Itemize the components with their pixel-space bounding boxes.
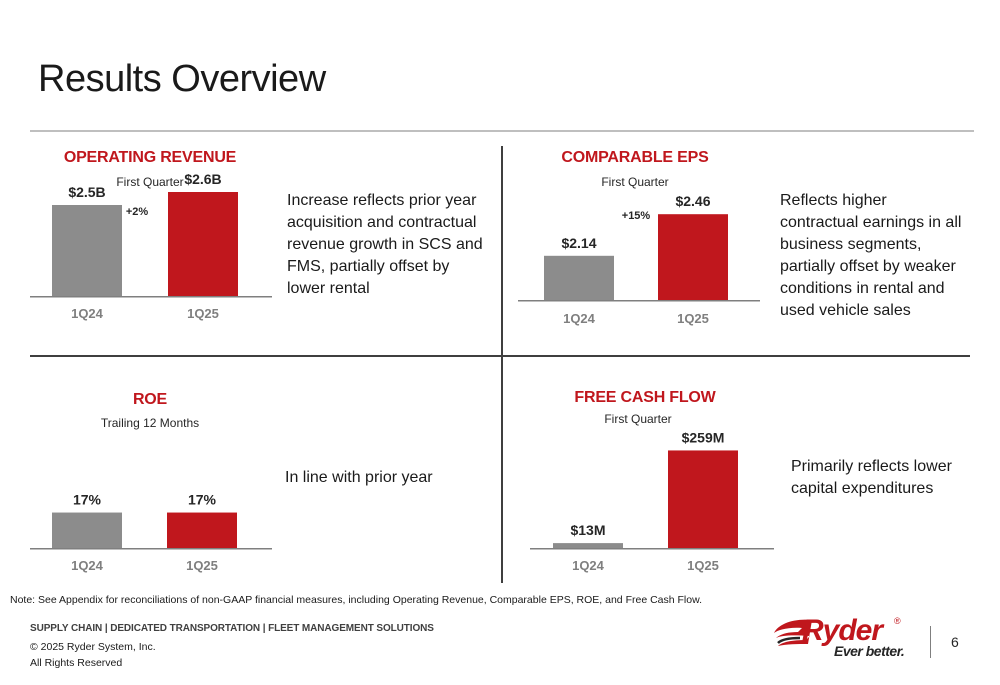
ryder-logo: Ryder ® Ever better.	[772, 614, 917, 662]
roe-value-label: 17%	[188, 492, 217, 508]
page-number: 6	[951, 634, 959, 650]
revenue-category-label: 1Q24	[71, 306, 104, 321]
revenue-category-label: 1Q25	[187, 306, 219, 321]
logo-divider	[930, 626, 931, 658]
eps-bar-1q25	[658, 214, 728, 300]
revenue-bar-1q25	[168, 192, 238, 296]
fcf-bar-1q25	[668, 450, 738, 548]
rights-reserved: All Rights Reserved	[30, 657, 123, 669]
page-title: Results Overview	[38, 58, 326, 100]
fcf-baseline	[530, 548, 774, 550]
fcf-category-label: 1Q25	[687, 558, 719, 573]
eps-baseline	[518, 300, 760, 302]
fcf-category-label: 1Q24	[572, 558, 605, 573]
fcf-value-label: $259M	[682, 429, 725, 445]
eps-change-label: +15%	[622, 210, 651, 222]
roe-description: In line with prior year	[285, 469, 433, 486]
roe-category-label: 1Q24	[71, 558, 104, 573]
revenue-baseline	[30, 296, 272, 298]
vertical-divider	[501, 146, 503, 583]
fcf-value-label: $13M	[570, 522, 605, 538]
eps-bar-1q24	[544, 255, 614, 300]
eps-value-label: $2.14	[561, 235, 596, 251]
copyright: © 2025 Ryder System, Inc.	[30, 641, 156, 653]
eps-panel-subtitle: First Quarter	[601, 175, 669, 189]
revenue-change-label: +2%	[126, 206, 149, 218]
roe-bar-1q24	[52, 512, 122, 548]
title-divider	[30, 130, 974, 132]
revenue-panel-title: OPERATING REVENUE	[63, 149, 237, 166]
footnote: Note: See Appendix for reconciliations o…	[10, 594, 703, 606]
roe-bar-1q25	[167, 512, 237, 548]
logo-brand: Ryder	[802, 614, 883, 647]
eps-panel-title: COMPARABLE EPS	[561, 149, 709, 166]
roe-baseline	[30, 548, 272, 550]
fcf-panel-subtitle: First Quarter	[604, 412, 672, 426]
fcf-description: Primarily reflects lower capital expendi…	[791, 458, 952, 497]
eps-category-label: 1Q25	[677, 311, 709, 326]
fcf-panel-title: FREE CASH FLOW	[574, 389, 716, 406]
eps-description: Reflects higher contractual earnings in …	[780, 192, 962, 319]
horizontal-divider-right	[503, 355, 970, 357]
footer-tagline: SUPPLY CHAIN | DEDICATED TRANSPORTATION …	[30, 623, 434, 634]
revenue-description: Increase reflects prior year acquisition…	[287, 192, 483, 297]
roe-panel-title: ROE	[132, 391, 168, 408]
revenue-bar-1q24	[52, 205, 122, 296]
roe-category-label: 1Q25	[186, 558, 218, 573]
fcf-bar-1q24	[553, 543, 623, 548]
logo-slogan: Ever better.	[834, 643, 905, 659]
eps-value-label: $2.46	[675, 193, 710, 209]
horizontal-divider-left	[30, 355, 501, 357]
logo-trademark: ®	[894, 616, 901, 626]
eps-category-label: 1Q24	[563, 311, 596, 326]
roe-panel-subtitle: Trailing 12 Months	[100, 416, 200, 430]
revenue-panel-subtitle: First Quarter	[116, 175, 184, 189]
ryder-swoosh-icon	[774, 619, 812, 646]
roe-value-label: 17%	[73, 492, 102, 508]
